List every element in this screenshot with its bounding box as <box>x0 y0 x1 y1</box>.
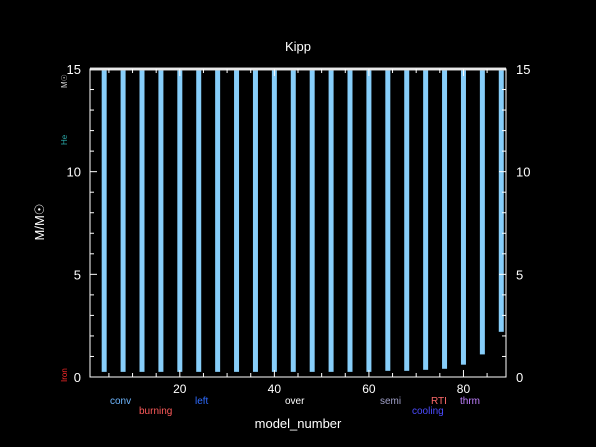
legend-over: over <box>285 396 305 407</box>
bar-9 <box>271 69 277 372</box>
y-tick-label-left-5: 5 <box>74 267 81 282</box>
legend-conv: conv <box>110 396 132 407</box>
bar-17 <box>423 69 429 370</box>
y-tick-label-left-15: 15 <box>67 62 81 77</box>
bar-12 <box>328 69 334 372</box>
legend-left: left <box>195 396 209 407</box>
legend-thrm: thrm <box>460 396 480 407</box>
legend-semi: semi <box>380 396 402 407</box>
y-tick-label-right-5: 5 <box>516 267 523 282</box>
bar-16 <box>404 69 410 371</box>
bar-11 <box>309 69 315 372</box>
y-axis-ticks: 0 0 5 5 10 10 15 15 <box>67 62 531 385</box>
y-tick-label-right-0: 0 <box>516 370 523 385</box>
bar-14 <box>366 69 372 372</box>
bar-6 <box>215 69 221 372</box>
x-axis-label: model_number <box>255 416 342 431</box>
bar-4 <box>177 69 183 372</box>
bar-21 <box>498 69 504 332</box>
y-tick-label-right-10: 10 <box>516 165 530 180</box>
bar-20 <box>479 69 485 355</box>
bar-1 <box>120 69 126 372</box>
y-tick-label-left-0: 0 <box>74 370 81 385</box>
side-label-iron: Iron <box>60 368 69 382</box>
y-tick-label-right-15: 15 <box>516 62 530 77</box>
bars-group <box>101 69 504 372</box>
side-label-top: M☉ <box>60 74 69 88</box>
legend-rti: RTI <box>431 396 447 407</box>
x-tick-label-80: 80 <box>457 382 471 396</box>
bar-7 <box>234 69 240 372</box>
y-tick-label-left-10: 10 <box>67 165 81 180</box>
x-tick-label-20: 20 <box>173 382 187 396</box>
side-label-he: He <box>60 134 69 145</box>
x-tick-label-40: 40 <box>268 382 282 396</box>
x-tick-label-60: 60 <box>362 382 376 396</box>
bar-8 <box>252 69 258 372</box>
legend-cooling: cooling <box>412 406 444 417</box>
bar-18 <box>442 69 448 369</box>
bar-15 <box>385 69 391 371</box>
bar-0 <box>101 69 107 372</box>
y-axis-label: M/M☉ <box>32 204 47 241</box>
chart-title: Kipp <box>285 39 311 54</box>
bar-2 <box>139 69 145 372</box>
bar-3 <box>158 69 164 372</box>
legend-burning: burning <box>139 406 173 417</box>
bar-5 <box>196 69 202 372</box>
bar-10 <box>290 69 296 372</box>
bar-13 <box>347 69 353 372</box>
bar-19 <box>460 69 466 365</box>
x-axis-ticks: 20 40 60 80 <box>108 69 488 396</box>
